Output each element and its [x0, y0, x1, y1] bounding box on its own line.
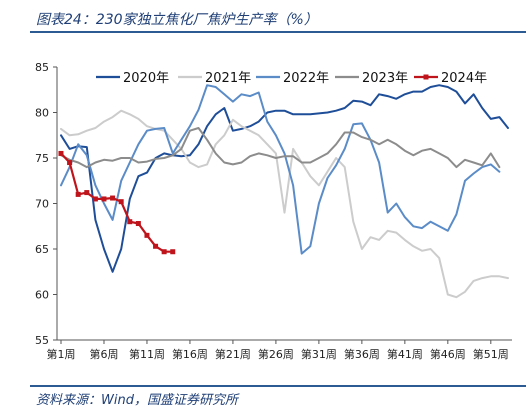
y-tick-label: 85	[35, 61, 49, 74]
series-point-2024年	[110, 195, 116, 201]
series-line-2021年	[60, 109, 509, 299]
y-tick-label: 65	[35, 243, 49, 256]
series-point-2024年	[144, 232, 150, 238]
series-point-2024年	[67, 160, 73, 166]
y-tick-label: 80	[35, 107, 49, 120]
x-tick-label: 第26周	[258, 347, 294, 361]
series-point-2024年	[92, 196, 98, 202]
series-point-2024年	[101, 196, 107, 202]
series-point-2024年	[135, 221, 141, 227]
x-tick-label: 第31周	[301, 347, 337, 361]
figure-source: 资料来源：Wind，国盛证券研究所	[36, 393, 238, 408]
series-point-2024年	[75, 191, 81, 197]
x-tick-label: 第51周	[473, 347, 509, 361]
footer-divider	[30, 385, 526, 387]
series-point-2024年	[58, 150, 64, 156]
series-point-2024年	[170, 249, 176, 255]
x-tick-label: 第6周	[89, 347, 118, 361]
legend-label: 2020年	[123, 71, 169, 86]
legend-marker	[423, 74, 429, 80]
series-point-2024年	[118, 199, 124, 205]
y-tick-label: 55	[35, 334, 49, 347]
series-point-2024年	[84, 190, 90, 196]
series-layer	[58, 84, 509, 299]
chart-axes: 55 60 65 70 75 80 85 第1周 第6周 第11周 第16周 第21周 第26周 第31周…	[35, 61, 512, 361]
legend-label: 2021年	[205, 71, 251, 86]
title-divider	[30, 31, 526, 33]
y-tick-label: 60	[35, 289, 49, 302]
legend-label: 2023年	[362, 71, 408, 86]
x-tick-label: 第46周	[430, 347, 466, 361]
legend-label: 2024年	[441, 71, 487, 86]
legend-label: 2022年	[283, 71, 329, 86]
series-point-2024年	[153, 243, 159, 249]
series-line-2020年	[60, 84, 509, 273]
series-line-2022年	[60, 84, 501, 255]
y-tick-label: 70	[35, 198, 49, 211]
x-tick-label: 第21周	[215, 347, 251, 361]
figure-title: 图表24：230家独立焦化厂焦炉生产率（%）	[36, 12, 318, 28]
chart-legend: 2020年 2021年 2022年 2023年 2024年	[96, 71, 487, 86]
x-tick-label: 第41周	[387, 347, 423, 361]
x-tick-label: 第11周	[129, 347, 165, 361]
x-tick-label: 第36周	[344, 347, 380, 361]
series-line-2023年	[60, 127, 501, 169]
series-point-2024年	[161, 249, 167, 255]
x-tick-label: 第1周	[47, 347, 76, 361]
y-tick-label: 75	[35, 152, 49, 165]
x-tick-label: 第16周	[172, 347, 208, 361]
series-point-2024年	[127, 219, 133, 225]
